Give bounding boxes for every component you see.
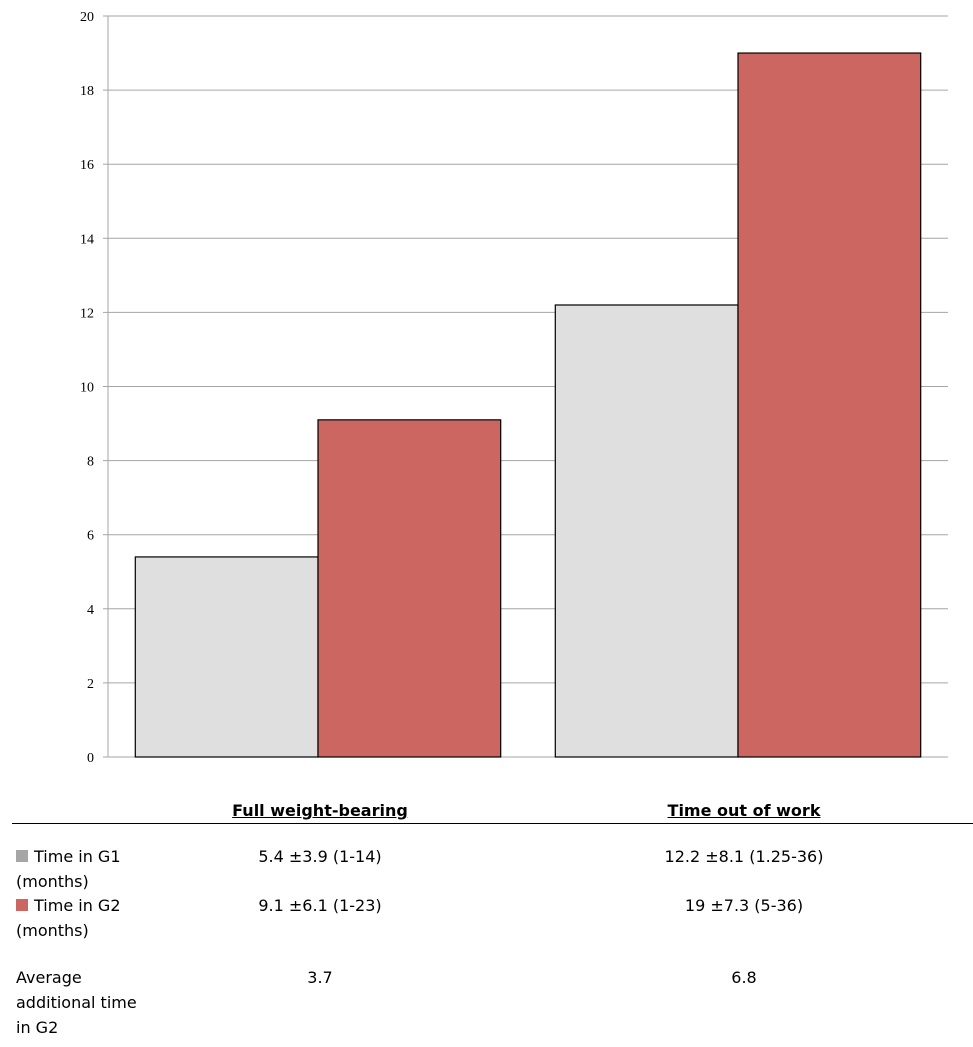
table-cell: 19 ±7.3 (5-36)	[684, 896, 804, 915]
table-row: Time in G2 (months) 9.1 ±6.1 (1-23) 19 ±…	[12, 893, 973, 965]
y-tick-label: 12	[80, 306, 94, 321]
row-label-average-additional: Average additional time in G2	[16, 968, 137, 1037]
y-tick-label: 6	[87, 529, 94, 544]
table-cell: 6.8	[731, 968, 757, 987]
table-header: Full weight-bearing Time out of work	[12, 790, 973, 824]
data-table: Full weight-bearing Time out of work Tim…	[12, 790, 973, 1045]
column-header-full-weight-bearing: Full weight-bearing	[232, 801, 408, 820]
table-cell: 5.4 ±3.9 (1-14)	[258, 847, 382, 866]
legend-swatch-g2	[16, 899, 28, 911]
y-tick-label: 18	[80, 84, 94, 99]
y-tick-label: 8	[87, 455, 94, 470]
column-header-time-out-of-work: Time out of work	[667, 801, 821, 820]
y-tick-label: 2	[87, 677, 94, 692]
y-tick-label: 0	[87, 751, 94, 766]
bars	[134, 52, 922, 758]
bar-g1-full-weight-bearing	[134, 556, 319, 758]
y-tick-label: 20	[80, 10, 94, 25]
y-tick-label: 10	[80, 381, 94, 396]
table-cell: 9.1 ±6.1 (1-23)	[258, 896, 382, 915]
y-axis: 0 2 4 6 8 10 12 14 16 18 20	[80, 10, 109, 766]
y-tick-label: 14	[80, 232, 94, 247]
y-tick-label: 16	[80, 158, 94, 173]
table-cell: 12.2 ±8.1 (1.25-36)	[664, 847, 824, 866]
legend-swatch-g1	[16, 850, 28, 862]
row-label-text: Time in G2 (months)	[16, 896, 121, 940]
bar-g2-time-out-of-work	[737, 52, 922, 758]
row-label-text: Time in G1 (months)	[16, 847, 121, 891]
bar-g1-time-out-of-work	[554, 304, 739, 758]
y-tick-label: 4	[87, 603, 94, 618]
table-row: Time in G1 (months) 5.4 ±3.9 (1-14) 12.2…	[12, 844, 973, 899]
table-row: Average additional time in G2 3.7 6.8	[12, 965, 973, 1045]
bar-g2-full-weight-bearing	[317, 419, 502, 758]
table-cell: 3.7	[307, 968, 333, 987]
row-label-g2: Time in G2 (months)	[16, 893, 156, 943]
bar-chart: 0 2 4 6 8 10 12 14 16 18 20	[80, 10, 948, 766]
row-label-g1: Time in G1 (months)	[16, 844, 156, 894]
